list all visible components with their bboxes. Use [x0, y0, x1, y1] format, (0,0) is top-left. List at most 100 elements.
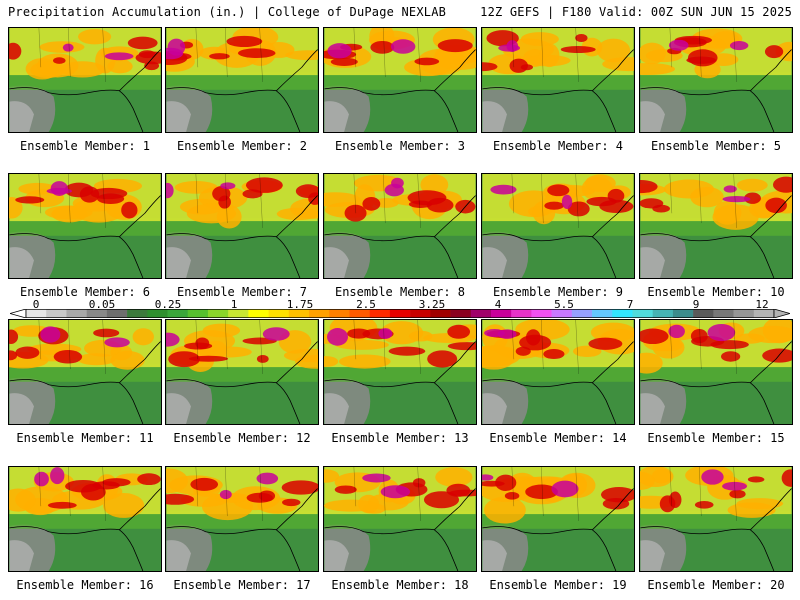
ensemble-panel: Ensemble Member: 11	[8, 319, 162, 445]
panel-caption: Ensemble Member: 2	[176, 139, 308, 153]
precipitation-map	[8, 27, 162, 133]
panel-caption: Ensemble Member: 9	[492, 285, 624, 299]
model-run-info: 12Z GEFS | F180 Valid: 00Z SUN JUN 15 20…	[480, 5, 792, 19]
ensemble-panel: Ensemble Member: 1	[8, 27, 162, 153]
colorbar-tick-label: 0.05	[88, 298, 116, 311]
precipitation-colorbar: 0 0.05 0.25 1 1.75 2.5 3.25 4 5.5 7 9 12	[10, 298, 790, 318]
colorbar-tick-label: 12	[755, 298, 769, 311]
colorbar-swatch	[106, 309, 128, 318]
panel-caption: Ensemble Member: 17	[173, 578, 311, 592]
colorbar-tick-label: 0.25	[154, 298, 182, 311]
colorbar-tick-label: 2.5	[356, 298, 376, 311]
colorbar-swatch	[207, 309, 229, 318]
ensemble-panel: Ensemble Member: 12	[165, 319, 319, 445]
precipitation-map	[323, 27, 477, 133]
colorbar-swatch	[187, 309, 209, 318]
colorbar-swatch	[490, 309, 512, 318]
panel-caption: Ensemble Member: 5	[650, 139, 782, 153]
panel-caption: Ensemble Member: 19	[489, 578, 627, 592]
panel-caption: Ensemble Member: 7	[176, 285, 308, 299]
colorbar-tick-label: 9	[692, 298, 700, 311]
precipitation-map	[8, 173, 162, 279]
ensemble-panel: Ensemble Member: 3	[323, 27, 477, 153]
panel-caption: Ensemble Member: 11	[16, 431, 154, 445]
colorbar-tick-label: 1.75	[286, 298, 314, 311]
ensemble-panel: Ensemble Member: 6	[8, 173, 162, 299]
panel-caption: Ensemble Member: 12	[173, 431, 311, 445]
colorbar-swatch	[672, 309, 694, 318]
precipitation-map	[165, 27, 319, 133]
ensemble-panel: Ensemble Member: 20	[639, 466, 793, 592]
colorbar-swatch	[66, 309, 87, 318]
colorbar-swatch	[147, 309, 168, 318]
colorbar-swatch	[127, 309, 148, 318]
panel-caption: Ensemble Member: 4	[492, 139, 624, 153]
colorbar-swatch	[86, 309, 108, 318]
precipitation-map	[481, 466, 635, 572]
colorbar-swatch	[167, 309, 189, 318]
colorbar-swatch	[733, 309, 755, 318]
colorbar-swatch	[288, 309, 310, 318]
panel-caption: Ensemble Member: 3	[334, 139, 466, 153]
panel-caption: Ensemble Member: 1	[19, 139, 151, 153]
colorbar-tick-label: 1	[230, 298, 238, 311]
precipitation-map	[639, 319, 793, 425]
colorbar-swatch	[46, 309, 67, 318]
ensemble-panel: Ensemble Member: 8	[323, 173, 477, 299]
precipitation-map	[481, 27, 635, 133]
colorbar-swatch	[369, 309, 391, 318]
colorbar-tick-label: 0	[32, 298, 40, 311]
colorbar-swatch	[470, 309, 492, 318]
panel-caption: Ensemble Member: 16	[16, 578, 154, 592]
precipitation-map	[639, 173, 793, 279]
colorbar-swatch	[753, 309, 775, 318]
colorbar-swatch	[389, 309, 411, 318]
colorbar-max-arrow	[773, 309, 790, 318]
colorbar-swatch	[632, 309, 654, 318]
precipitation-map	[481, 173, 635, 279]
colorbar-swatch	[329, 309, 350, 318]
ensemble-panel: Ensemble Member: 5	[639, 27, 793, 153]
colorbar-swatch	[450, 309, 472, 318]
colorbar-swatch	[309, 309, 330, 318]
ensemble-panel: Ensemble Member: 15	[639, 319, 793, 445]
colorbar-swatch	[571, 309, 593, 318]
ensemble-panel: Ensemble Member: 7	[165, 173, 319, 299]
colorbar-swatch	[248, 309, 269, 318]
colorbar-tick-label: 7	[626, 298, 634, 311]
ensemble-panel: Ensemble Member: 2	[165, 27, 319, 153]
panel-caption: Ensemble Member: 10	[647, 285, 785, 299]
ensemble-panel: Ensemble Member: 19	[481, 466, 635, 592]
panel-caption: Ensemble Member: 15	[647, 431, 785, 445]
colorbar-swatch	[713, 309, 734, 318]
map-title: Precipitation Accumulation (in.) | Colle…	[8, 5, 447, 19]
panel-caption: Ensemble Member: 14	[489, 431, 627, 445]
ensemble-panel: Ensemble Member: 10	[639, 173, 793, 299]
ensemble-panel: Ensemble Member: 16	[8, 466, 162, 592]
colorbar-swatch	[612, 309, 633, 318]
precipitation-map	[165, 173, 319, 279]
precipitation-map	[165, 319, 319, 425]
precipitation-map	[639, 27, 793, 133]
colorbar-tick-label: 4	[494, 298, 502, 311]
precipitation-map	[323, 466, 477, 572]
ensemble-panel: Ensemble Member: 14	[481, 319, 635, 445]
colorbar-swatch	[511, 309, 532, 318]
colorbar-tick-label: 5.5	[554, 298, 574, 311]
colorbar-swatch	[652, 309, 674, 318]
precipitation-map	[639, 466, 793, 572]
panel-caption: Ensemble Member: 13	[331, 431, 469, 445]
precipitation-map	[323, 319, 477, 425]
colorbar-swatches	[10, 309, 790, 318]
precipitation-map	[165, 466, 319, 572]
panel-caption: Ensemble Member: 6	[19, 285, 151, 299]
ensemble-panel: Ensemble Member: 13	[323, 319, 477, 445]
panel-caption: Ensemble Member: 18	[331, 578, 469, 592]
colorbar-swatch	[228, 309, 249, 318]
ensemble-panel: Ensemble Member: 17	[165, 466, 319, 592]
colorbar-swatch	[531, 309, 552, 318]
precipitation-map	[8, 319, 162, 425]
colorbar-swatch	[268, 309, 290, 318]
colorbar-swatch	[592, 309, 613, 318]
ensemble-panel: Ensemble Member: 18	[323, 466, 477, 592]
